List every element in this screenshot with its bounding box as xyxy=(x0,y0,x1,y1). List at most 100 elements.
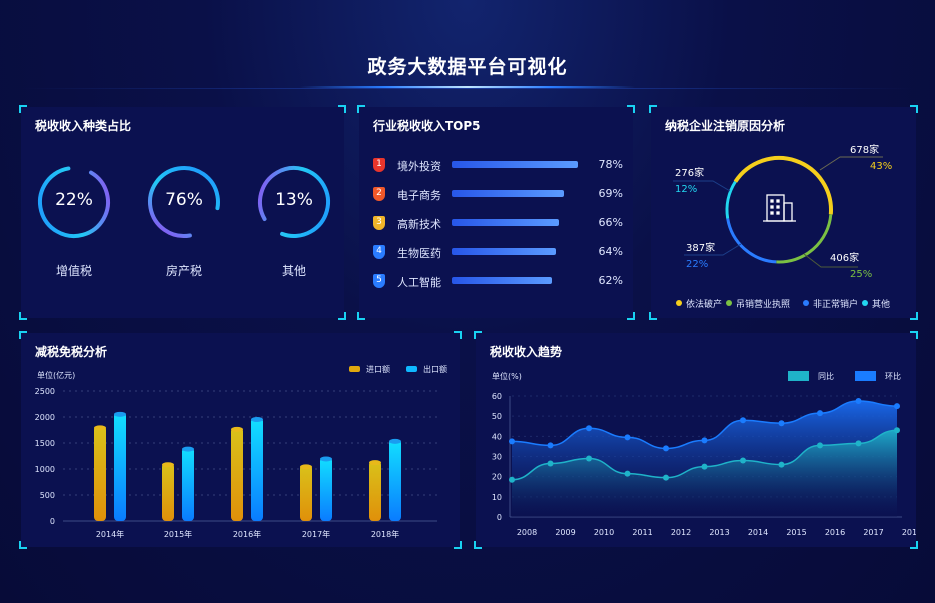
segment-percent: 22% xyxy=(686,259,708,270)
progress-bar xyxy=(452,277,553,284)
data-point xyxy=(778,461,785,468)
data-point xyxy=(817,410,823,417)
tax-types-panel: 税收收入种类占比 22% 增值税 76% 房产税 13% 其他 xyxy=(19,105,346,320)
y-tick-label: 2500 xyxy=(35,387,55,396)
gauge-1: 76% 房产税 xyxy=(144,162,224,278)
legend-dot-icon xyxy=(676,300,682,306)
y-tick-label: 60 xyxy=(492,392,502,401)
data-point xyxy=(701,437,708,444)
industry-name: 人工智能 xyxy=(397,276,441,289)
x-tick-label: 2017年 xyxy=(302,529,330,539)
donut-segment xyxy=(776,214,833,264)
bar xyxy=(389,439,401,521)
panel-title: 税收收入种类占比 xyxy=(35,119,132,133)
x-tick-label: 2015 xyxy=(786,528,806,537)
data-point xyxy=(663,474,669,481)
gauge-value: 76% xyxy=(165,190,203,210)
gauge-value: 13% xyxy=(275,190,313,210)
segment-count: 406家 xyxy=(830,251,859,264)
gauge-label: 增值税 xyxy=(55,264,92,278)
bar xyxy=(369,460,381,521)
gauge-arc xyxy=(148,166,220,238)
legend-label: 依法破产 xyxy=(686,298,722,310)
building-icon xyxy=(763,194,796,222)
gauge-label: 其他 xyxy=(281,264,306,278)
bar xyxy=(300,464,312,521)
bar xyxy=(162,462,174,521)
rank-badge-icon: 5 xyxy=(373,274,385,288)
leader-line xyxy=(819,156,883,171)
gauge-arc xyxy=(38,166,110,238)
bar xyxy=(94,425,106,521)
leader-line xyxy=(684,243,742,256)
percent-value: 66% xyxy=(598,216,623,229)
bar-cap xyxy=(182,446,194,452)
legend-label: 非正常销户 xyxy=(813,298,858,310)
segment-percent: 43% xyxy=(870,161,892,172)
bar-cap xyxy=(162,462,174,468)
segment-count: 276家 xyxy=(675,166,704,179)
industry-name: 境外投资 xyxy=(397,160,441,173)
y-tick-label: 0 xyxy=(497,513,502,522)
progress-bar xyxy=(452,219,559,226)
rank-badge-icon: 1 xyxy=(373,158,385,172)
legend-swatch xyxy=(406,366,417,372)
ranking-row: 5 人工智能 62% xyxy=(373,273,623,289)
data-point xyxy=(663,445,669,452)
legend-label: 同比 xyxy=(818,371,834,381)
y-tick-label: 30 xyxy=(492,453,502,462)
legend-swatch xyxy=(788,371,809,381)
x-tick-label: 2011 xyxy=(632,528,652,537)
gauge-2: 13% 其他 xyxy=(254,162,334,278)
data-point xyxy=(624,470,631,477)
area-chart: 单位(%) 0 10 20 30 40 50 60 2008 2009 2010 2011 2012 20… xyxy=(492,371,916,537)
data-point xyxy=(894,427,900,434)
legend-label: 环比 xyxy=(885,371,901,381)
y-tick-label: 2000 xyxy=(35,413,55,422)
legend-swatch xyxy=(855,371,876,381)
y-tick-label: 50 xyxy=(492,412,502,421)
building-window xyxy=(776,205,780,209)
bar-cap xyxy=(320,456,332,462)
data-point xyxy=(778,420,785,427)
y-axis-unit: 单位(%) xyxy=(492,371,522,381)
tax-trend-panel: 税收收入趋势 单位(%) 0 10 20 30 40 50 60 2008 2009 2010 201… xyxy=(474,331,918,549)
segment-count: 387家 xyxy=(686,241,715,254)
leader-line xyxy=(803,253,858,268)
legend-dot-icon xyxy=(862,300,868,306)
x-tick-label: 2013 xyxy=(709,528,729,537)
ranking-row: 3 高新技术 66% xyxy=(373,215,623,231)
leader-line xyxy=(673,180,731,192)
panel-title: 减税免税分析 xyxy=(35,345,108,359)
bar-cap xyxy=(94,425,106,431)
y-tick-label: 0 xyxy=(50,517,55,526)
legend-label: 进口额 xyxy=(366,364,390,374)
x-tick-label: 2018年 xyxy=(371,529,399,539)
tax-reduction-panel: 减税免税分析 单位(亿元) 0 500 1000 1500 2000 2500 2014年 20… xyxy=(19,331,462,549)
bar-cap xyxy=(369,460,381,466)
gauge-arc xyxy=(258,166,330,238)
legend-label: 吊销营业执照 xyxy=(736,298,790,310)
x-tick-label: 2015年 xyxy=(164,529,192,539)
series-area xyxy=(512,430,897,517)
donut-segment xyxy=(726,218,777,264)
data-point xyxy=(586,455,592,462)
data-point xyxy=(817,442,823,449)
bar xyxy=(182,447,194,521)
legend-dot-icon xyxy=(803,300,809,306)
y-axis-unit: 单位(亿元) xyxy=(37,370,75,380)
bar-cap xyxy=(389,438,401,444)
percent-value: 69% xyxy=(598,187,623,200)
rank-badge-icon: 2 xyxy=(373,187,385,201)
data-point xyxy=(547,442,554,449)
panel-title: 税收收入趋势 xyxy=(490,345,563,359)
progress-bar xyxy=(452,190,564,197)
data-point xyxy=(701,463,708,470)
data-point xyxy=(855,440,862,447)
industry-name: 生物医药 xyxy=(397,247,441,260)
y-tick-label: 10 xyxy=(492,493,502,502)
legend-swatch xyxy=(349,366,360,372)
percent-value: 62% xyxy=(598,274,623,287)
rank-badge-icon: 3 xyxy=(373,216,385,230)
bar-cap xyxy=(231,426,243,432)
